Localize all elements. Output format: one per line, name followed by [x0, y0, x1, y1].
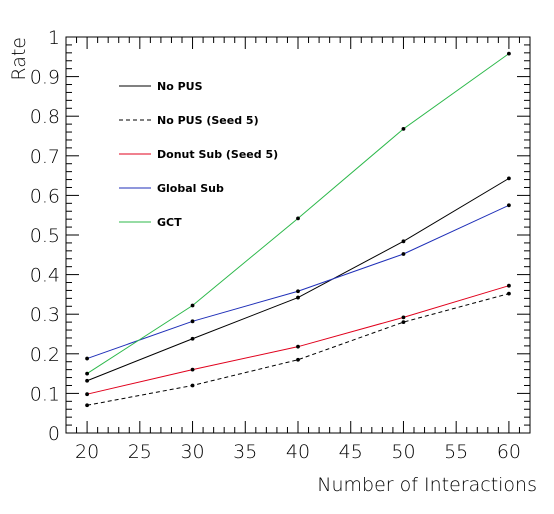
series-line [86, 204, 510, 360]
x-tick-label: 20 [75, 441, 99, 463]
y-axis-title: Rate [8, 37, 30, 81]
series-line [86, 293, 510, 406]
data-point [85, 371, 89, 376]
legend-label: No PUS (Seed 5) [157, 114, 259, 127]
data-point [507, 283, 511, 288]
ticks-layer: 20 25 30 35 40 45 50 55 60 0 0.1 0.2 0.3 0.4 0.5 0.6 0.7… [30, 27, 531, 463]
y-tick-label: 0.5 [30, 225, 60, 247]
data-point [401, 239, 406, 244]
data-point [296, 295, 300, 300]
data-point [507, 51, 511, 56]
data-point [190, 367, 195, 372]
data-point [85, 378, 89, 383]
data-point [401, 320, 406, 325]
data-point [190, 383, 195, 388]
x-tick-label: 30 [180, 441, 204, 463]
y-tick-label: 0.8 [30, 106, 60, 128]
y-tick-label: 0.1 [30, 383, 60, 405]
data-point [507, 291, 511, 296]
x-tick-label: 50 [391, 441, 415, 463]
data-point [85, 392, 89, 397]
legend-label: GCT [157, 216, 182, 229]
data-point [507, 176, 511, 181]
data-point [401, 252, 406, 256]
y-tick-label: 0.7 [30, 146, 60, 168]
plot-frame [65, 36, 531, 434]
data-point [296, 344, 300, 349]
data-point [85, 403, 89, 408]
x-tick-label: 35 [233, 441, 257, 463]
data-point [190, 319, 195, 324]
x-tick-label: 45 [339, 441, 363, 463]
data-point [190, 336, 195, 341]
data-point [296, 357, 300, 362]
data-point [507, 203, 511, 208]
data-point [401, 315, 406, 320]
x-axis-title: Number of Interactions [317, 474, 537, 496]
legend-label: Global Sub [157, 182, 224, 195]
legend-label: No PUS [157, 80, 203, 93]
series-line [86, 285, 510, 395]
series-line [86, 177, 510, 382]
data-point [85, 356, 89, 361]
x-tick-label: 40 [286, 441, 310, 463]
x-tick-label: 60 [497, 441, 521, 463]
y-tick-label: 0.3 [30, 304, 60, 326]
x-tick-label: 25 [128, 441, 152, 463]
legend: No PUS No PUS (Seed 5) Donut Sub (Seed 5) G… [119, 80, 278, 229]
series-layer [85, 51, 511, 408]
data-point [401, 126, 406, 131]
y-tick-label: 0.2 [30, 344, 60, 366]
y-tick-label: 0.9 [30, 67, 60, 89]
data-point [296, 216, 300, 221]
data-point [190, 303, 195, 308]
y-tick-label: 0 [48, 423, 60, 445]
y-tick-label: 0.6 [30, 185, 60, 207]
x-tick-label: 55 [444, 441, 468, 463]
legend-label: Donut Sub (Seed 5) [157, 148, 278, 161]
y-tick-label: 0.4 [30, 265, 60, 287]
series-line [86, 53, 510, 375]
data-point [296, 289, 300, 294]
y-tick-label: 1 [48, 27, 60, 49]
